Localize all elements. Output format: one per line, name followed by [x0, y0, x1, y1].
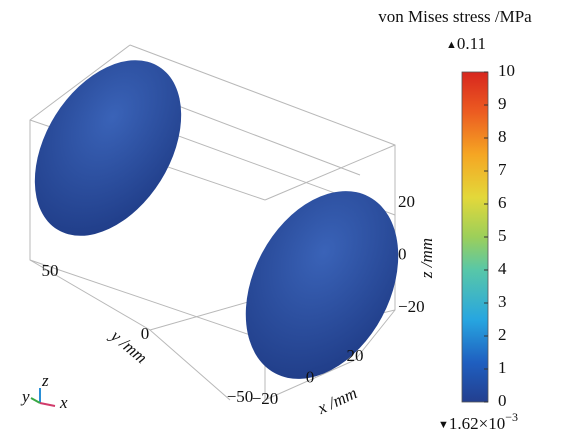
colorbar-tick-label: 3	[498, 292, 507, 311]
colorbar-tick-label: 4	[498, 259, 507, 278]
colorbar-min: ▼1.62×10−3	[438, 410, 518, 433]
colorbar-tick-label: 10	[498, 61, 515, 80]
colorbar-tick-label: 9	[498, 94, 507, 113]
colorbar-tick-label: 2	[498, 325, 507, 344]
colorbar-tick-label: 5	[498, 226, 507, 245]
triad-label: z	[41, 371, 49, 390]
x-tick-label: −20	[252, 389, 279, 408]
colorbar-tick-label: 1	[498, 358, 507, 377]
colorbar-tick-label: 8	[498, 127, 507, 146]
colorbar-title: von Mises stress /MPa	[378, 7, 532, 26]
colorbar-tick-label: 6	[498, 193, 507, 212]
z-tick-label: 0	[398, 244, 407, 263]
triad-label: x	[59, 393, 68, 412]
z-tick-label: −20	[398, 297, 425, 316]
z-tick-label: 20	[398, 192, 415, 211]
x-tick-label: 20	[347, 346, 364, 365]
triad: y z x	[20, 371, 68, 412]
x-tick-label: 0	[306, 367, 315, 386]
deformed-body	[5, 34, 429, 405]
y-tick-label: −50	[227, 387, 254, 406]
z-axis-label: z /mm	[417, 238, 436, 279]
y-tick-label: 0	[141, 324, 150, 343]
colorbar-tick-label: 7	[498, 160, 507, 179]
colorbar-max: ▲0.11	[446, 34, 486, 53]
y-tick-label: 50	[42, 261, 59, 280]
chart: von Mises stress /MPa ▲0.11 ▼1.62×10−3 z…	[0, 0, 568, 437]
colorbar-tick-label: 0	[498, 391, 507, 410]
x-axis-label: x /mm	[314, 383, 360, 418]
triad-label: y	[20, 387, 30, 406]
